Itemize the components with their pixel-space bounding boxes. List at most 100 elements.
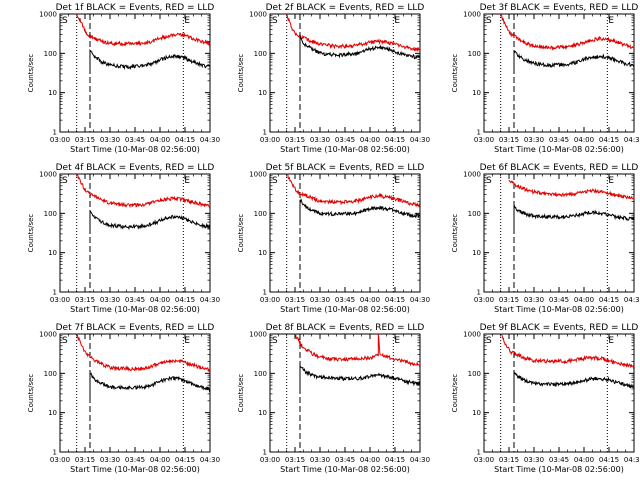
y-tick-label: 10	[258, 89, 267, 97]
events-series-line	[299, 35, 421, 66]
events-series-line	[299, 198, 421, 226]
x-tick-label: 03:30	[310, 296, 330, 304]
y-tick-label: 100	[468, 370, 481, 378]
panel-title: Det 8f BLACK = Events, RED = LLD	[266, 323, 425, 333]
y-tick-label: 100	[44, 370, 57, 378]
x-axis-label: Start Time (10-Mar-08 02:56:00)	[494, 305, 624, 314]
y-tick-label: 10	[472, 249, 481, 257]
panel: Det 7f BLACK = Events, RED = LLD 1 10 100 10…	[27, 323, 220, 474]
end-marker: E	[394, 336, 400, 346]
lld-series-line	[500, 13, 635, 52]
x-tick-label: 04:00	[360, 296, 380, 304]
events-series-line	[89, 211, 211, 234]
panel: Det 6f BLACK = Events, RED = LLD 1 10 100 10…	[451, 163, 640, 314]
x-tick-label: 03:30	[524, 296, 544, 304]
x-tick-label: 03:45	[335, 136, 355, 144]
x-tick-label: 03:00	[474, 456, 494, 464]
y-tick-label: 1000	[249, 11, 267, 19]
panel-title: Det 9f BLACK = Events, RED = LLD	[480, 323, 639, 333]
start-marker: S	[272, 336, 278, 346]
x-tick-label: 03:30	[100, 456, 120, 464]
y-tick-label: 10	[258, 249, 267, 257]
x-tick-label: 03:30	[310, 136, 330, 144]
x-tick-label: 04:15	[599, 296, 619, 304]
y-tick-label: 1000	[39, 11, 57, 19]
x-tick-label: 03:15	[75, 296, 95, 304]
y-tick-label: 100	[44, 210, 57, 218]
panel: Det 8f BLACK = Events, RED = LLD 1 10 100 10…	[237, 323, 430, 474]
x-tick-label: 03:30	[524, 456, 544, 464]
panel: Det 1f BLACK = Events, RED = LLD 1 10 100 10…	[27, 3, 220, 154]
x-tick-label: 03:45	[549, 296, 569, 304]
start-marker: S	[62, 176, 68, 186]
x-tick-label: 03:45	[549, 456, 569, 464]
end-marker: E	[394, 16, 400, 26]
x-axis-label: Start Time (10-Mar-08 02:56:00)	[280, 465, 410, 474]
plot-frame	[269, 173, 421, 293]
plot-frame	[483, 173, 635, 293]
panel-title: Det 6f BLACK = Events, RED = LLD	[480, 163, 639, 173]
y-axis-label: Counts/sec	[27, 54, 35, 93]
end-marker: E	[184, 176, 190, 186]
panel-title: Det 1f BLACK = Events, RED = LLD	[56, 3, 215, 13]
y-tick-label: 1000	[463, 11, 481, 19]
events-series-line	[299, 365, 421, 389]
panel-title: Det 7f BLACK = Events, RED = LLD	[56, 323, 215, 333]
x-tick-label: 04:00	[150, 136, 170, 144]
y-tick-label: 100	[44, 50, 57, 58]
y-tick-label: 1	[53, 129, 57, 137]
plot-frame	[59, 173, 211, 293]
y-tick-label: 100	[254, 50, 267, 58]
y-tick-label: 1	[477, 129, 481, 137]
x-tick-label: 03:15	[285, 456, 305, 464]
x-tick-label: 04:15	[385, 136, 405, 144]
x-tick-label: 03:00	[260, 456, 280, 464]
x-tick-label: 04:00	[150, 296, 170, 304]
start-marker: S	[62, 16, 68, 26]
lld-series-line	[508, 179, 635, 200]
x-tick-label: 04:00	[360, 456, 380, 464]
y-axis-label: Counts/sec	[451, 214, 459, 253]
plot-frame	[483, 13, 635, 133]
y-tick-label: 1000	[463, 331, 481, 339]
x-tick-label: 03:45	[549, 136, 569, 144]
y-tick-label: 10	[258, 409, 267, 417]
y-tick-label: 10	[472, 409, 481, 417]
x-tick-label: 03:00	[260, 136, 280, 144]
x-tick-label: 04:15	[175, 136, 195, 144]
x-tick-label: 03:45	[335, 296, 355, 304]
x-tick-label: 04:15	[175, 296, 195, 304]
events-series-line	[513, 205, 635, 229]
y-tick-label: 1	[263, 129, 267, 137]
y-tick-label: 1	[263, 449, 267, 457]
x-axis-label: Start Time (10-Mar-08 02:56:00)	[70, 145, 200, 154]
plot-frame	[269, 13, 421, 133]
x-tick-label: 03:30	[310, 456, 330, 464]
events-series-line	[513, 50, 635, 74]
y-axis-label: Counts/sec	[451, 54, 459, 93]
lld-series-line	[286, 13, 421, 52]
start-marker: S	[486, 336, 492, 346]
x-tick-label: 03:45	[125, 456, 145, 464]
start-marker: S	[486, 176, 492, 186]
x-tick-label: 04:30	[624, 456, 640, 464]
y-axis-label: Counts/sec	[237, 54, 245, 93]
y-tick-label: 1000	[463, 171, 481, 179]
x-tick-label: 03:30	[100, 136, 120, 144]
plot-frame	[59, 333, 211, 453]
panel-title: Det 2f BLACK = Events, RED = LLD	[266, 3, 425, 13]
x-axis-label: Start Time (10-Mar-08 02:56:00)	[494, 465, 624, 474]
x-tick-label: 03:15	[499, 136, 519, 144]
x-tick-label: 04:30	[410, 296, 430, 304]
start-marker: S	[62, 336, 68, 346]
x-tick-label: 03:15	[75, 456, 95, 464]
x-tick-label: 04:15	[599, 136, 619, 144]
x-tick-label: 04:15	[175, 456, 195, 464]
y-axis-label: Counts/sec	[27, 214, 35, 253]
x-tick-label: 04:00	[574, 296, 594, 304]
x-tick-label: 03:15	[499, 296, 519, 304]
x-tick-label: 03:00	[474, 136, 494, 144]
y-tick-label: 10	[48, 249, 57, 257]
x-tick-label: 03:00	[50, 136, 70, 144]
